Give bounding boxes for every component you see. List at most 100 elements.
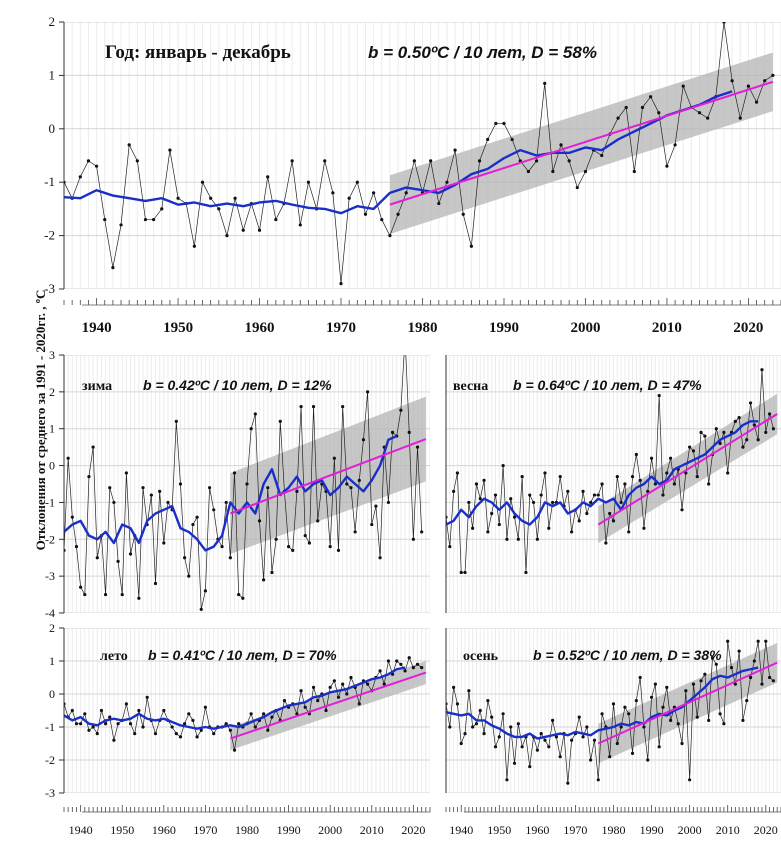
annual-point	[407, 656, 411, 660]
annual-point	[630, 475, 635, 479]
annual-point	[490, 715, 494, 719]
annual-point	[298, 223, 302, 227]
annual-point	[299, 689, 303, 693]
annual-point	[649, 456, 654, 460]
annual-point	[245, 482, 249, 486]
annual-point	[341, 405, 345, 409]
annual-point	[649, 95, 653, 99]
annual-point	[477, 159, 482, 163]
annual-point	[95, 556, 99, 560]
annual-point	[684, 689, 688, 693]
x-tick-label: 2020	[401, 823, 425, 837]
y-tick-label: 3	[49, 348, 55, 362]
annual-point	[266, 728, 270, 732]
annual-point	[262, 712, 266, 716]
formula-label: b = 0.52ºC / 10 лет, D = 38%	[533, 647, 722, 663]
annual-point	[124, 702, 128, 706]
annual-point	[699, 679, 703, 683]
x-tick-label: 1960	[152, 823, 176, 837]
y-tick-label: -2	[45, 532, 55, 546]
x-tick-label: 1980	[408, 320, 438, 336]
y-tick-label: -3	[45, 786, 55, 800]
y-tick-label: 1	[49, 654, 55, 668]
annual-point	[760, 368, 764, 372]
annual-point	[191, 522, 195, 527]
y-tick-label: -1	[44, 174, 55, 189]
annual-point	[665, 685, 669, 690]
annual-point	[673, 143, 677, 147]
x-tick-label: 1970	[326, 320, 356, 336]
annual-point	[95, 732, 99, 736]
annual-point	[714, 427, 718, 431]
annual-point	[592, 493, 597, 497]
annual-point	[176, 196, 180, 200]
annual-point	[619, 725, 623, 729]
annual-point	[600, 712, 604, 716]
annual-point	[497, 522, 501, 527]
annual-point	[307, 541, 311, 545]
annual-point	[608, 511, 612, 516]
annual-point	[729, 666, 734, 670]
annual-point	[225, 234, 229, 238]
annual-point	[512, 515, 517, 519]
panel-winter: -4 -3 -2 -1 0 1 2 3 зима b = 0.42ºC / 10 лет, D =…	[45, 335, 430, 620]
annual-point	[539, 732, 543, 736]
annual-point	[103, 592, 108, 597]
y-tick-label: 2	[49, 14, 56, 29]
annual-point	[153, 732, 158, 736]
annual-point	[119, 223, 123, 227]
annual-point	[467, 500, 471, 505]
y-tick-label: -2	[45, 753, 55, 767]
annual-point	[128, 722, 133, 726]
annual-point	[558, 475, 562, 479]
annual-point	[237, 722, 241, 726]
annual-point	[767, 412, 772, 416]
annual-point	[404, 191, 408, 195]
annual-point	[195, 515, 199, 519]
annual-point	[212, 508, 216, 512]
annual-point	[763, 79, 767, 83]
annual-point	[108, 486, 112, 490]
annual-point	[494, 121, 498, 126]
annual-point	[78, 175, 82, 179]
annual-point	[407, 430, 411, 434]
y-tick-label: 0	[49, 687, 55, 701]
annual-point	[253, 725, 257, 729]
annual-point	[746, 84, 751, 88]
annual-point	[632, 169, 636, 174]
annual-point	[153, 581, 158, 586]
annual-point	[570, 530, 574, 534]
annual-point	[463, 732, 467, 736]
annual-point	[133, 732, 137, 736]
annual-point	[469, 244, 473, 248]
annual-point	[399, 408, 403, 412]
x-tick-label: 1960	[525, 823, 549, 837]
annual-point	[646, 489, 650, 493]
annual-point	[112, 500, 116, 505]
annual-point	[581, 489, 585, 493]
annual-point	[232, 748, 237, 752]
annual-point	[589, 758, 593, 762]
trend-line	[230, 438, 427, 515]
annual-point	[510, 137, 514, 142]
annual-point	[640, 105, 645, 110]
annual-point	[559, 143, 563, 147]
annual-point	[403, 335, 406, 338]
annual-point	[669, 718, 673, 723]
annual-point	[174, 419, 178, 423]
annual-point	[233, 196, 237, 200]
x-tick-label: 2020	[733, 320, 763, 336]
annual-point	[669, 456, 673, 460]
annual-point	[543, 738, 547, 742]
annual-point	[630, 751, 635, 756]
annual-point	[767, 675, 772, 680]
annual-point	[128, 552, 133, 556]
annual-point	[162, 708, 166, 713]
annual-point	[474, 482, 479, 486]
annual-point	[619, 500, 623, 505]
y-tick-label: 0	[49, 459, 55, 473]
annual-point	[183, 722, 187, 726]
annual-point	[257, 228, 262, 232]
annual-point	[486, 699, 490, 703]
smoothed-series-line	[446, 420, 759, 526]
